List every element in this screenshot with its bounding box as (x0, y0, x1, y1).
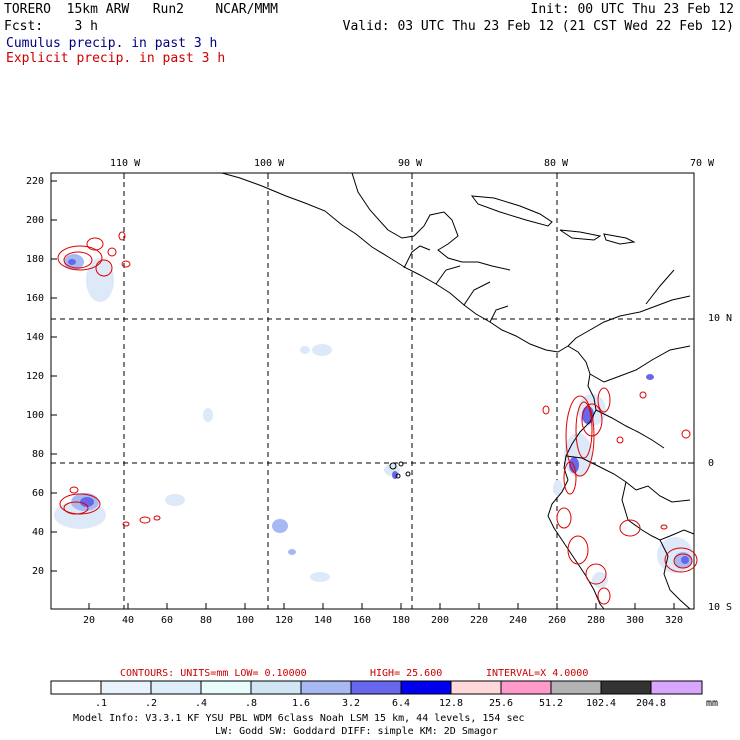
colorbar-seg-10 (550, 680, 602, 695)
y-tick-160: 160 (26, 293, 45, 304)
galapagos-islands (389, 461, 411, 479)
x-tick-80: 80 (200, 615, 213, 626)
x-tick-180: 180 (392, 615, 411, 626)
colorbar-label: 51.2 (539, 698, 563, 709)
contour-high: HIGH= 25.600 (370, 668, 442, 679)
x-tick-60: 60 (161, 615, 174, 626)
explicit-precip-contours (57, 231, 698, 605)
x-tick-240: 240 (509, 615, 528, 626)
header-title: TORERO 15km ARW Run2 NCAR/MMM (4, 2, 278, 17)
colorbar (50, 680, 703, 695)
colorbar-label: .4 (195, 698, 207, 709)
map-frame (50, 172, 695, 610)
x-tick-320: 320 (665, 615, 684, 626)
x-tick-200: 200 (431, 615, 450, 626)
colorbar-seg-6 (350, 680, 402, 695)
axis-ticks (51, 173, 694, 609)
colorbar-labels: .1 .2 .4 .8 1.6 3.2 6.4 12.8 25.6 51.2 1… (95, 698, 666, 709)
lat-label-10n: 10 N (708, 313, 733, 324)
lon-label-100w: 100 W (254, 158, 285, 169)
lon-label-90w: 90 W (398, 158, 423, 169)
x-tick-260: 260 (548, 615, 567, 626)
field-cumulus-title: Cumulus precip. in past 3 h (6, 36, 218, 51)
lat-label-10s: 10 S (708, 602, 733, 613)
colorbar-label: 12.8 (439, 698, 463, 709)
model-info-line2: LW: Godd SW: Goddard DIFF: simple KM: 2D… (215, 726, 498, 737)
colorbar-label: 3.2 (342, 698, 360, 709)
y-tick-20: 20 (32, 566, 45, 577)
x-tick-100: 100 (236, 615, 255, 626)
lon-label-110w: 110 W (110, 158, 141, 169)
x-tick-140: 140 (314, 615, 333, 626)
colorbar-seg-0 (50, 680, 102, 695)
y-tick-140: 140 (26, 332, 45, 343)
x-tick-160: 160 (353, 615, 372, 626)
lon-label-80w: 80 W (544, 158, 569, 169)
field-explicit-title: Explicit precip. in past 3 h (6, 51, 226, 66)
lat-label-0: 0 (708, 458, 715, 469)
colorbar-label: .2 (145, 698, 157, 709)
y-tick-220: 220 (26, 176, 45, 187)
colorbar-seg-4 (250, 680, 302, 695)
x-tick-40: 40 (122, 615, 135, 626)
colorbar-seg-3 (200, 680, 252, 695)
colorbar-seg-7 (400, 680, 452, 695)
y-tick-80: 80 (32, 449, 45, 460)
colorbar-label: 6.4 (392, 698, 410, 709)
header-init-time: Init: 00 UTC Thu 23 Feb 12 (530, 2, 735, 17)
y-tick-120: 120 (26, 371, 45, 382)
colorbar-seg-8 (450, 680, 502, 695)
colorbar-seg-5 (300, 680, 352, 695)
colorbar-label: 204.8 (636, 698, 666, 709)
y-tick-100: 100 (26, 410, 45, 421)
colorbar-label: 25.6 (489, 698, 513, 709)
colorbar-label: 1.6 (292, 698, 310, 709)
colorbar-seg-1 (100, 680, 152, 695)
y-tick-40: 40 (32, 527, 45, 538)
x-tick-120: 120 (275, 615, 294, 626)
header-forecast-hour: Fcst: 3 h (4, 19, 98, 34)
colorbar-seg-9 (500, 680, 552, 695)
x-tick-20: 20 (83, 615, 96, 626)
x-tick-300: 300 (626, 615, 645, 626)
contour-units: CONTOURS: UNITS=mm LOW= 0.10000 (120, 668, 307, 679)
colorbar-label: .8 (245, 698, 257, 709)
cumulus-precip-light (54, 258, 693, 588)
contour-interval: INTERVAL=X 4.0000 (486, 668, 588, 679)
colorbar-seg-12 (650, 680, 703, 695)
x-tick-220: 220 (470, 615, 489, 626)
colorbar-label: 102.4 (586, 698, 616, 709)
colorbar-seg-2 (150, 680, 202, 695)
model-info-line1: Model Info: V3.3.1 KF YSU PBL WDM 6class… (73, 713, 525, 724)
colorbar-unit: mm (706, 698, 718, 709)
lon-label-70w: 70 W (690, 158, 715, 169)
colorbar-label: .1 (95, 698, 107, 709)
colorbar-seg-11 (600, 680, 652, 695)
y-tick-60: 60 (32, 488, 45, 499)
y-tick-200: 200 (26, 215, 45, 226)
coastlines (221, 172, 695, 610)
x-tick-280: 280 (587, 615, 606, 626)
header-valid-time: Valid: 03 UTC Thu 23 Feb 12 (21 CST Wed … (342, 19, 734, 34)
y-tick-180: 180 (26, 254, 45, 265)
